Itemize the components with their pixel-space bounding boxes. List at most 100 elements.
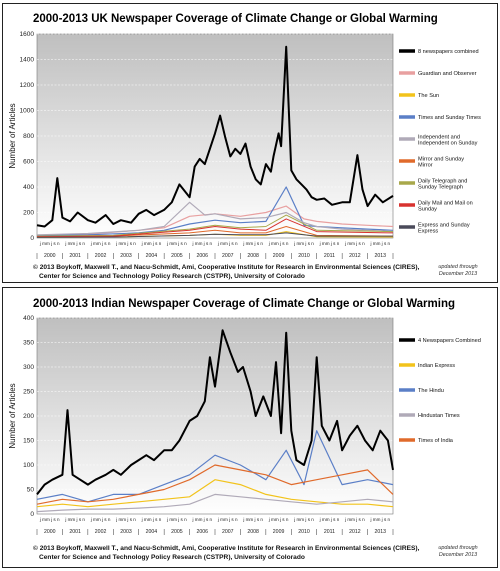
legend-label: Daily Mail and Mail on Sunday — [418, 201, 473, 213]
month-tick-label: j mm j s n — [166, 517, 187, 522]
legend-label: Times of India — [418, 438, 454, 444]
year-tick-label: 2002 — [95, 529, 107, 535]
month-tick-label: j mm j s n — [141, 241, 162, 246]
credit-line-1: © 2013 Boykoff, Maxwell T., and Nacu-Sch… — [33, 544, 420, 552]
legend-label: 8 newspapers combined — [418, 49, 479, 55]
y-tick-label: 400 — [23, 184, 34, 191]
month-tick-label: j mm j s n — [217, 517, 238, 522]
year-tick-label: 2006 — [197, 253, 209, 259]
legend-label: Express and Sunday Express — [418, 223, 470, 235]
month-tick-label: j mm j s n — [39, 517, 60, 522]
month-tick-label: j mm j s n — [319, 517, 340, 522]
series-line — [36, 45, 394, 228]
year-tick-label: 2000 — [44, 529, 56, 535]
year-tick-label: 2005 — [171, 253, 183, 259]
year-tick-label: 2001 — [69, 529, 81, 535]
year-tick-label: 2011 — [324, 529, 335, 535]
month-tick-label: j mm j s n — [217, 241, 238, 246]
y-tick-label: 300 — [23, 364, 34, 371]
series-line — [36, 226, 394, 238]
month-tick-label: j mm j s n — [64, 241, 85, 246]
month-tick-label: j mm j s n — [268, 241, 289, 246]
series-line — [36, 329, 394, 496]
y-tick-label: 200 — [23, 413, 34, 420]
year-tick-label: 2004 — [146, 529, 158, 535]
legend-label: Indian Express — [418, 363, 455, 369]
y-tick-label: 200 — [23, 210, 34, 217]
month-tick-label: j mm j s n — [319, 241, 340, 246]
y-tick-label: 1200 — [20, 82, 35, 89]
updated-line-2: December 2013 — [439, 271, 477, 277]
legend-label: The Hindu — [418, 388, 444, 394]
year-tick-label: 2003 — [120, 253, 132, 259]
year-tick-label: 2008 — [247, 529, 259, 535]
y-axis-label: Number of Articles — [8, 103, 17, 168]
month-tick-label: j mm j s n — [90, 517, 111, 522]
updated-line-2: December 2013 — [439, 552, 477, 558]
year-tick-label: 2012 — [349, 253, 361, 259]
month-tick-label: j mm j s n — [293, 517, 314, 522]
series-line — [36, 479, 394, 508]
series-line — [36, 218, 394, 238]
month-tick-label: j mm j s n — [369, 241, 390, 246]
month-tick-label: j mm j s n — [141, 517, 162, 522]
legend-label: 4 Newspapers Combined — [418, 338, 481, 344]
y-tick-label: 350 — [23, 340, 34, 347]
updated-line-1: updated through — [438, 264, 477, 270]
series-line — [36, 214, 394, 237]
year-tick-label: 2009 — [273, 253, 285, 259]
year-tick-label: 2002 — [95, 253, 107, 259]
series-line — [36, 430, 394, 503]
month-tick-label: j mm j s n — [39, 241, 60, 246]
series-line — [36, 201, 394, 236]
legend-label: Daily Telegraph and Sunday Telegraph — [418, 179, 467, 191]
y-tick-label: 400 — [23, 315, 34, 322]
month-tick-label: j mm j s n — [344, 241, 365, 246]
uk-chart-panel: 2000-2013 UK Newspaper Coverage of Clima… — [2, 3, 498, 283]
uk-chart: 2000-2013 UK Newspaper Coverage of Clima… — [8, 13, 481, 280]
month-tick-label: j mm j s n — [344, 517, 365, 522]
series-line — [36, 493, 394, 513]
y-tick-label: 150 — [23, 438, 34, 445]
year-tick-label: 2003 — [120, 529, 132, 535]
month-tick-label: j mm j s n — [242, 517, 263, 522]
month-tick-label: j mm j s n — [369, 517, 390, 522]
chart-title: 2000-2013 UK Newspaper Coverage of Clima… — [33, 13, 438, 25]
updated-line-1: updated through — [438, 545, 477, 551]
year-tick-label: 2012 — [349, 529, 361, 535]
series-line — [36, 232, 393, 238]
month-tick-label: j mm j s n — [191, 517, 212, 522]
year-tick-label: 2006 — [197, 529, 209, 535]
year-tick-label: 2004 — [146, 253, 158, 259]
year-tick-label: 2009 — [273, 529, 285, 535]
month-tick-label: j mm j s n — [191, 241, 212, 246]
year-tick-label: 2005 — [171, 529, 183, 535]
legend-label: The Sun — [418, 93, 439, 99]
series-line — [36, 464, 394, 505]
chart-title: 2000-2013 Indian Newspaper Coverage of C… — [33, 298, 455, 310]
year-tick-label: 2007 — [222, 253, 234, 259]
y-tick-label: 50 — [27, 487, 35, 494]
credit-line-1: © 2013 Boykoff, Maxwell T., and Nacu-Sch… — [33, 263, 420, 271]
india-chart: 2000-2013 Indian Newspaper Coverage of C… — [8, 298, 481, 561]
month-tick-label: j mm j s n — [242, 241, 263, 246]
month-tick-label: j mm j s n — [293, 241, 314, 246]
india-chart-panel: 2000-2013 Indian Newspaper Coverage of C… — [2, 287, 498, 568]
plot-area — [36, 317, 394, 515]
legend-label: Guardian and Observer — [418, 71, 477, 77]
y-tick-label: 600 — [23, 159, 34, 166]
y-tick-label: 100 — [23, 462, 34, 469]
y-tick-label: 1600 — [20, 31, 35, 38]
month-tick-label: j mm j s n — [166, 241, 187, 246]
legend-label: Times and Sunday Times — [418, 115, 481, 121]
y-tick-label: 0 — [30, 235, 34, 242]
y-tick-label: 250 — [23, 389, 34, 396]
credit-line-2: Center for Science and Technology Policy… — [39, 273, 305, 280]
y-tick-label: 800 — [23, 133, 34, 140]
y-axis-label: Number of Articles — [8, 383, 17, 448]
y-tick-label: 0 — [30, 511, 34, 518]
legend-label: Mirror and Sunday Mirror — [418, 157, 464, 169]
year-tick-label: 2010 — [298, 253, 310, 259]
month-tick-label: j mm j s n — [115, 517, 136, 522]
y-tick-label: 1000 — [20, 108, 35, 115]
